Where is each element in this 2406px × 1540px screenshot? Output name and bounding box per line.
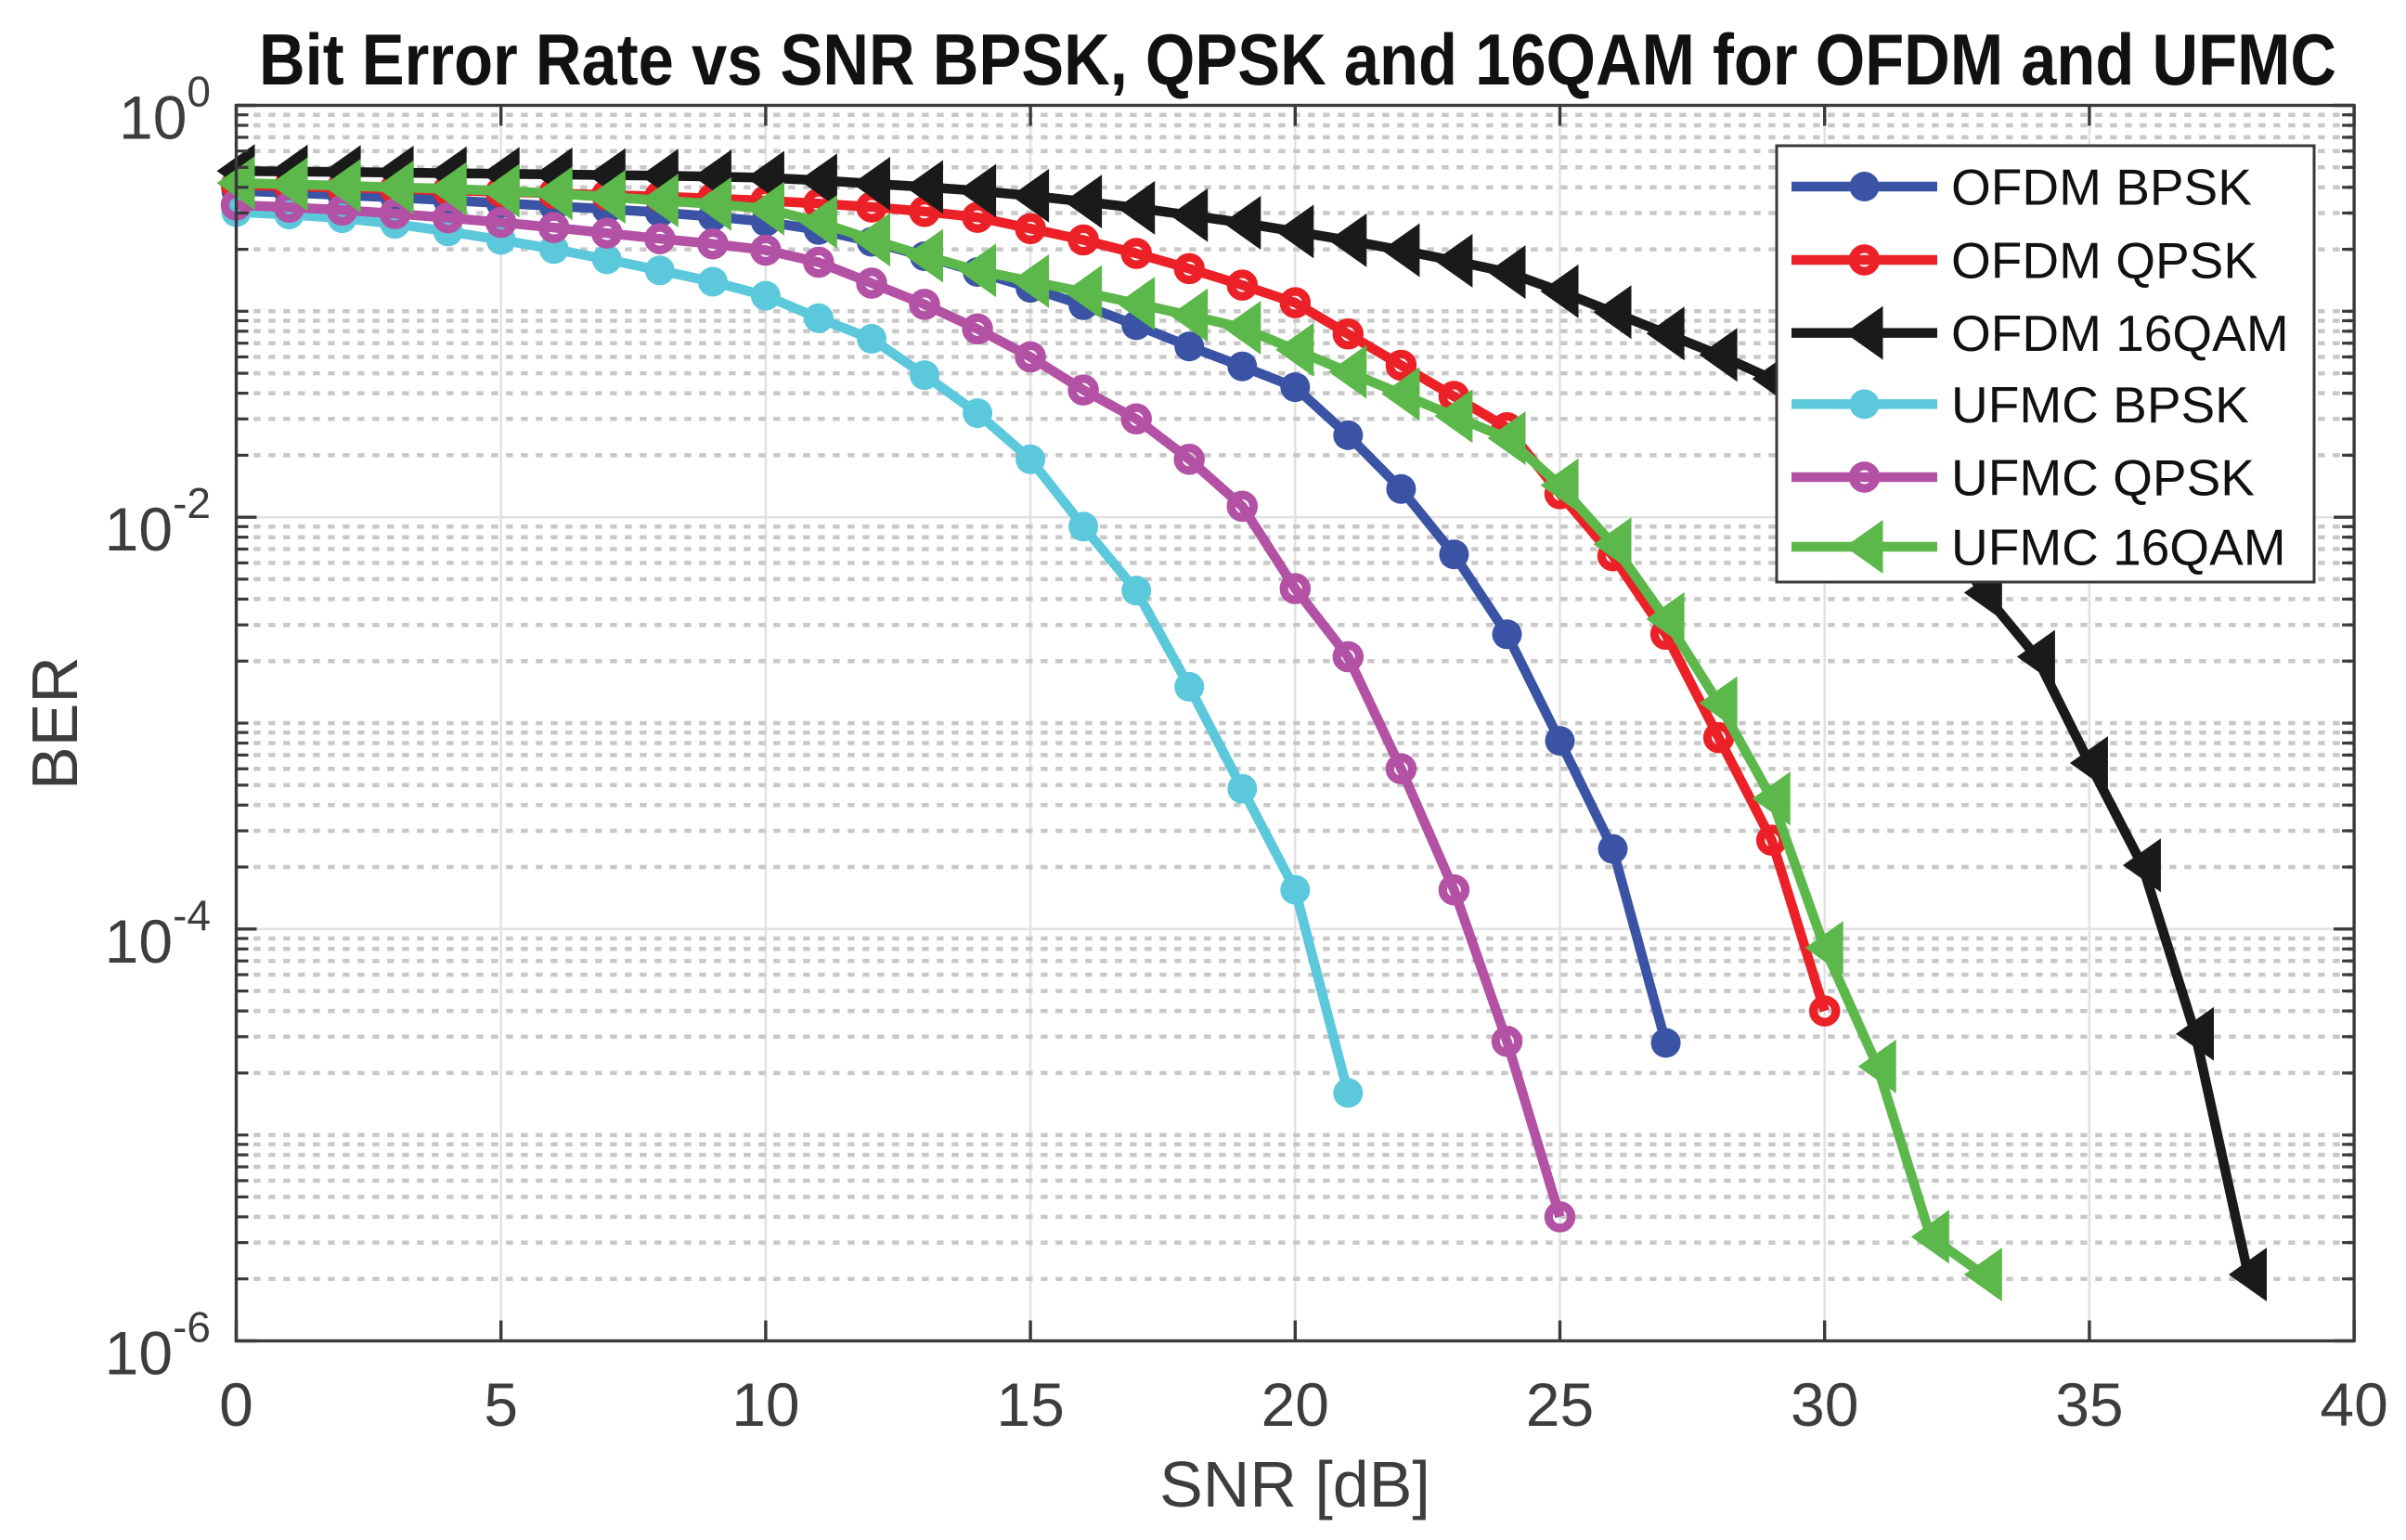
svg-text:15: 15 [996,1370,1064,1439]
svg-text:OFDM BPSK: OFDM BPSK [1951,159,2252,216]
svg-text:OFDM QPSK: OFDM QPSK [1951,232,2257,290]
svg-text:0: 0 [219,1370,253,1439]
svg-text:40: 40 [2320,1370,2387,1439]
svg-text:UFMC BPSK: UFMC BPSK [1951,376,2249,434]
svg-text:OFDM 16QAM: OFDM 16QAM [1951,304,2289,362]
svg-text:SNR [dB]: SNR [dB] [1159,1448,1430,1521]
svg-text:20: 20 [1261,1370,1329,1439]
svg-text:UFMC 16QAM: UFMC 16QAM [1951,519,2286,576]
svg-text:5: 5 [484,1370,518,1439]
svg-text:UFMC QPSK: UFMC QPSK [1951,449,2255,507]
svg-text:35: 35 [2055,1370,2123,1439]
svg-text:10: 10 [731,1370,799,1439]
svg-text:25: 25 [1526,1370,1594,1439]
svg-text:Bit Error Rate vs SNR BPSK, QP: Bit Error Rate vs SNR BPSK, QPSK and 16Q… [259,19,2336,100]
svg-text:30: 30 [1791,1370,1858,1439]
svg-text:BER: BER [19,656,91,790]
